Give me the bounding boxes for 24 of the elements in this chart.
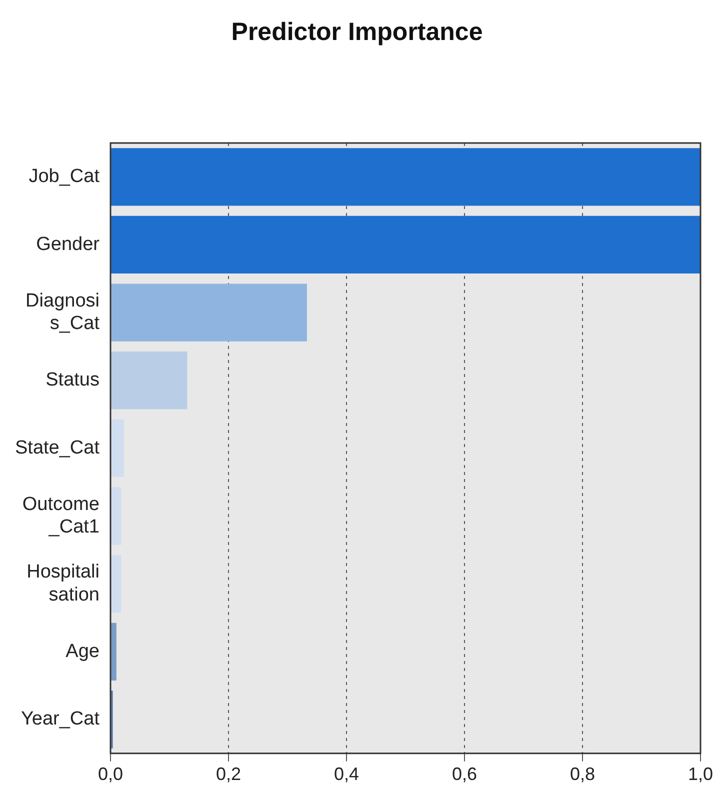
y-tick-label: Gender bbox=[36, 234, 100, 255]
y-tick-label: Outcome _Cat1 bbox=[22, 494, 100, 538]
bar bbox=[111, 148, 700, 206]
bar bbox=[111, 284, 307, 342]
x-tick-label: 0,0 bbox=[98, 764, 124, 784]
x-tick-label: 0,6 bbox=[452, 764, 478, 784]
y-tick-label: Job_Cat bbox=[28, 166, 100, 188]
bar bbox=[111, 216, 700, 274]
x-tick-label: 0,2 bbox=[216, 764, 242, 784]
bar bbox=[111, 487, 122, 545]
x-tick-label: 0,4 bbox=[334, 764, 360, 784]
y-tick-label: Year_Cat bbox=[20, 708, 100, 730]
x-tick-label: 1,0 bbox=[688, 764, 714, 784]
y-tick-label: Diagnosi s_Cat bbox=[26, 290, 100, 334]
bar bbox=[111, 555, 122, 613]
chart-title: Predictor Importance bbox=[231, 18, 483, 46]
y-tick-label: State_Cat bbox=[15, 437, 100, 458]
y-tick-label: Status bbox=[46, 370, 100, 391]
y-tick-label: Hospitali sation bbox=[26, 562, 100, 606]
bar bbox=[111, 622, 116, 680]
x-tick-label: 0,8 bbox=[570, 764, 596, 784]
y-tick-label: Age bbox=[66, 640, 100, 662]
bar bbox=[111, 419, 124, 478]
bar bbox=[111, 352, 188, 410]
